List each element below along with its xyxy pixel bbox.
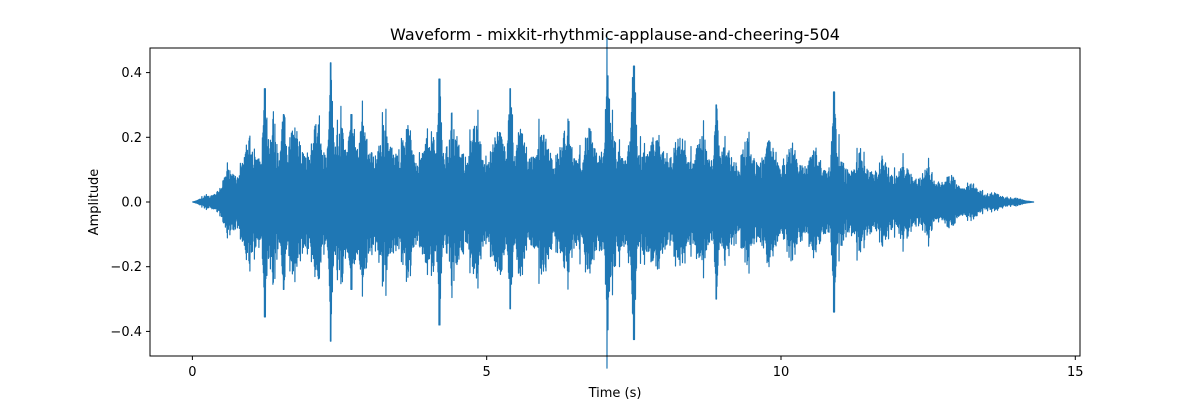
x-tick-label: 0 [188,365,196,380]
y-tick-label: 0.4 [121,66,142,81]
y-tick-label: 0.2 [121,131,142,146]
x-axis: 0 5 10 15 [188,356,1084,380]
y-tick-label: 0.0 [121,196,142,211]
chart-title: Waveform - mixkit-rhythmic-applause-and-… [390,25,840,44]
x-tick-label: 5 [483,365,491,380]
y-axis-label: Amplitude [87,169,102,236]
waveform-series-line [192,37,1035,369]
y-axis: −0.4 −0.2 0.0 0.2 0.4 [110,66,150,340]
x-tick-label: 15 [1067,365,1084,380]
y-tick-label: −0.4 [110,325,142,340]
y-tick-label: −0.2 [110,260,142,275]
plot-area [192,37,1035,369]
x-tick-label: 10 [773,365,790,380]
x-axis-label: Time (s) [588,386,642,400]
